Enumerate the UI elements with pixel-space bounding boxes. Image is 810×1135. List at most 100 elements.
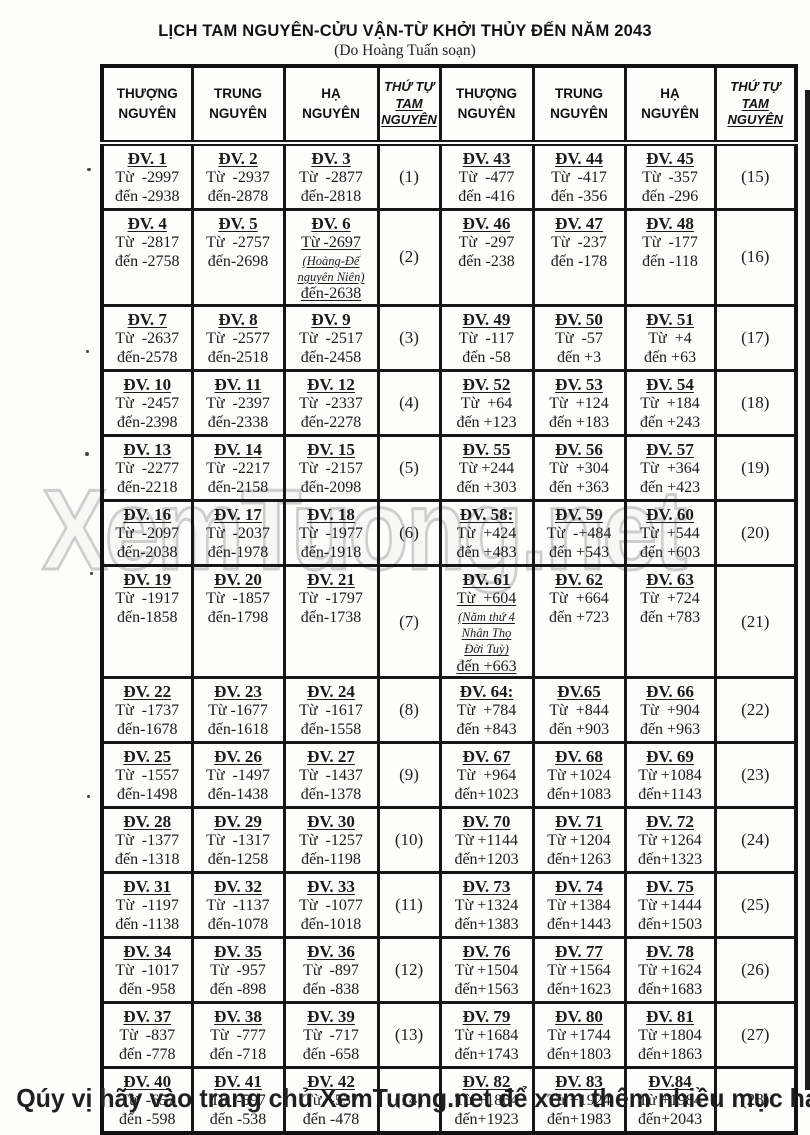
- unit-label: ĐV. 34: [123, 942, 172, 962]
- unit-cell: ĐV. 30 Từ -1257 đến-1198: [282, 806, 380, 875]
- unit-cell: ĐV. 50 Từ -57 đến +3: [531, 303, 627, 372]
- order-cell: (5): [376, 433, 442, 502]
- to-value: đến -2938: [115, 187, 180, 205]
- unit-cell: ĐV. 2 Từ -2937 đến-2878: [190, 141, 286, 211]
- unit-label: ĐV. 47: [555, 214, 603, 233]
- unit-label: ĐV. 24: [307, 682, 355, 702]
- unit-label: ĐV. 76: [462, 942, 511, 962]
- from-value: Từ +4: [648, 330, 692, 348]
- to-value: đến -58: [462, 348, 511, 366]
- from-value: Từ +1744: [547, 1027, 611, 1045]
- from-value: Từ -2757: [206, 234, 270, 252]
- unit-label: ĐV. 6: [311, 214, 351, 233]
- header-row: THƯỢNG NGUYÊN TRUNG NGUYÊN HẠ NGUYÊN THỨ TỰ TAM…: [100, 64, 798, 146]
- table-row: ĐV. 13 Từ -2277 đến-2218 ĐV. 14 Từ -2217 đến-…: [100, 433, 798, 502]
- to-value: đến-1738: [300, 608, 362, 626]
- from-value: Từ -1197: [115, 897, 179, 915]
- order-cell: (22): [713, 676, 798, 745]
- from-value: Từ +1984: [638, 1092, 702, 1110]
- to-value: đến+1203: [454, 850, 519, 868]
- to-value: đến+1803: [546, 1045, 612, 1063]
- order-cell: (18): [713, 368, 798, 437]
- from-value: Từ -117: [458, 330, 515, 348]
- unit-cell: ĐV. 12 Từ -2337 đến-2278: [282, 368, 380, 437]
- order-cell: (1): [376, 141, 442, 211]
- to-value: đến-2638: [300, 285, 362, 303]
- unit-label: ĐV. 53: [555, 374, 603, 394]
- unit-label: ĐV. 2: [218, 149, 258, 168]
- unit-cell: ĐV. 31 Từ -1197 đến -1138: [100, 871, 194, 940]
- to-value: đến -718: [209, 1045, 267, 1063]
- from-value: Từ -1257: [299, 832, 363, 850]
- unit-cell: ĐV. 46 Từ -297 đến -238: [438, 208, 535, 307]
- unit-label: ĐV. 44: [555, 149, 603, 168]
- unit-label: ĐV. 32: [214, 877, 262, 897]
- to-value: đến -296: [641, 187, 699, 205]
- unit-label: ĐV. 74: [555, 877, 603, 897]
- header-line: THƯỢNG: [456, 86, 517, 102]
- order-cell: (28): [713, 1066, 798, 1135]
- unit-label: ĐV. 79: [462, 1007, 511, 1027]
- table-row: ĐV. 16 Từ -2097 đến-2038 ĐV. 17 Từ -2037 đến-…: [100, 498, 798, 567]
- unit-label: ĐV. 17: [214, 504, 262, 524]
- unit-cell: ĐV. 14 Từ -2217 đến-2158: [190, 433, 286, 502]
- unit-label: ĐV. 59: [555, 504, 603, 524]
- from-value: Từ -477: [458, 169, 515, 187]
- to-value: đến +783: [639, 608, 701, 626]
- unit-cell: ĐV. 71 Từ +1204 đến+1263: [531, 806, 627, 875]
- from-value: Từ -2517: [299, 330, 363, 348]
- unit-label: ĐV. 20: [214, 569, 262, 589]
- unit-label: ĐV. 42: [307, 1072, 355, 1092]
- header-line: NGUYÊN: [209, 106, 267, 121]
- unit-cell: ĐV. 57 Từ +364 đến +423: [623, 433, 717, 502]
- unit-label: ĐV. 28: [123, 812, 172, 832]
- order-cell: (24): [713, 806, 798, 875]
- unit-label: ĐV. 4: [127, 214, 167, 233]
- unit-label: ĐV. 7: [127, 309, 167, 329]
- unit-cell: ĐV. 70 Từ +1144 đến+1203: [438, 806, 535, 875]
- from-value: Từ +904: [640, 702, 700, 720]
- to-value: đến +723: [548, 608, 610, 626]
- unit-cell: ĐV. 24 Từ -1617 đến-1558: [282, 676, 380, 745]
- to-value: đến -2758: [115, 252, 180, 270]
- unit-cell: ĐV. 44 Từ -417 đến -356: [531, 141, 627, 211]
- unit-cell: ĐV. 40 Từ -657 đến -598: [100, 1066, 194, 1135]
- unit-cell: ĐV. 33 Từ -1077 đến-1018: [282, 871, 380, 940]
- from-value: Từ +724: [640, 590, 700, 608]
- unit-label: ĐV. 43: [462, 149, 511, 168]
- scan-speck: [85, 452, 89, 456]
- unit-label: ĐV. 14: [214, 439, 262, 459]
- to-value: đến-1858: [117, 608, 178, 626]
- to-value: đến +183: [548, 413, 610, 431]
- unit-cell: ĐV. 78 Từ +1624 đến+1683: [623, 936, 717, 1005]
- header-line: NGUYÊN: [118, 106, 177, 121]
- table-row: ĐV. 4 Từ -2817 đến -2758 ĐV. 5 Từ -2757 đến-2…: [100, 208, 798, 307]
- unit-cell: ĐV. 67 Từ +964 đến+1023: [438, 741, 535, 810]
- to-value: đến +303: [456, 478, 517, 496]
- unit-cell: ĐV. 72 Từ +1264 đến+1323: [623, 806, 717, 875]
- unit-cell: ĐV. 74 Từ +1384 đến+1443: [531, 871, 627, 940]
- unit-cell: ĐV. 3 Từ -2877 đến-2818: [282, 141, 380, 211]
- order-cell: (26): [713, 936, 798, 1005]
- from-value: Từ +1564: [547, 962, 611, 980]
- to-value: đến +483: [456, 543, 517, 561]
- from-value: Từ -1677: [208, 702, 268, 720]
- from-value: Từ -2097: [115, 525, 180, 543]
- table-row: ĐV. 28 Từ -1377 đến -1318 ĐV. 29 Từ -1317 đến…: [100, 806, 798, 875]
- from-value: Từ -1437: [299, 767, 363, 785]
- from-value: Từ +844: [549, 702, 609, 720]
- from-value: Từ -237: [551, 234, 607, 252]
- order-cell: (20): [713, 498, 798, 567]
- from-value: Từ -537: [303, 1092, 359, 1110]
- to-value: đến-1078: [207, 915, 269, 933]
- from-value: Từ +1504: [454, 962, 519, 980]
- to-value: đến-2098: [300, 478, 362, 496]
- page-subtitle: (Do Hoàng Tuấn soạn): [334, 42, 476, 59]
- from-value: Từ +1804: [638, 1027, 702, 1045]
- to-value: đến -838: [302, 980, 360, 998]
- to-value: đến -238: [458, 252, 515, 270]
- order-cell: (17): [713, 303, 798, 372]
- unit-cell: ĐV. 29 Từ -1317 đến-1258: [190, 806, 286, 875]
- to-value: đến -958: [119, 980, 176, 998]
- unit-label: ĐV. 37: [123, 1007, 172, 1027]
